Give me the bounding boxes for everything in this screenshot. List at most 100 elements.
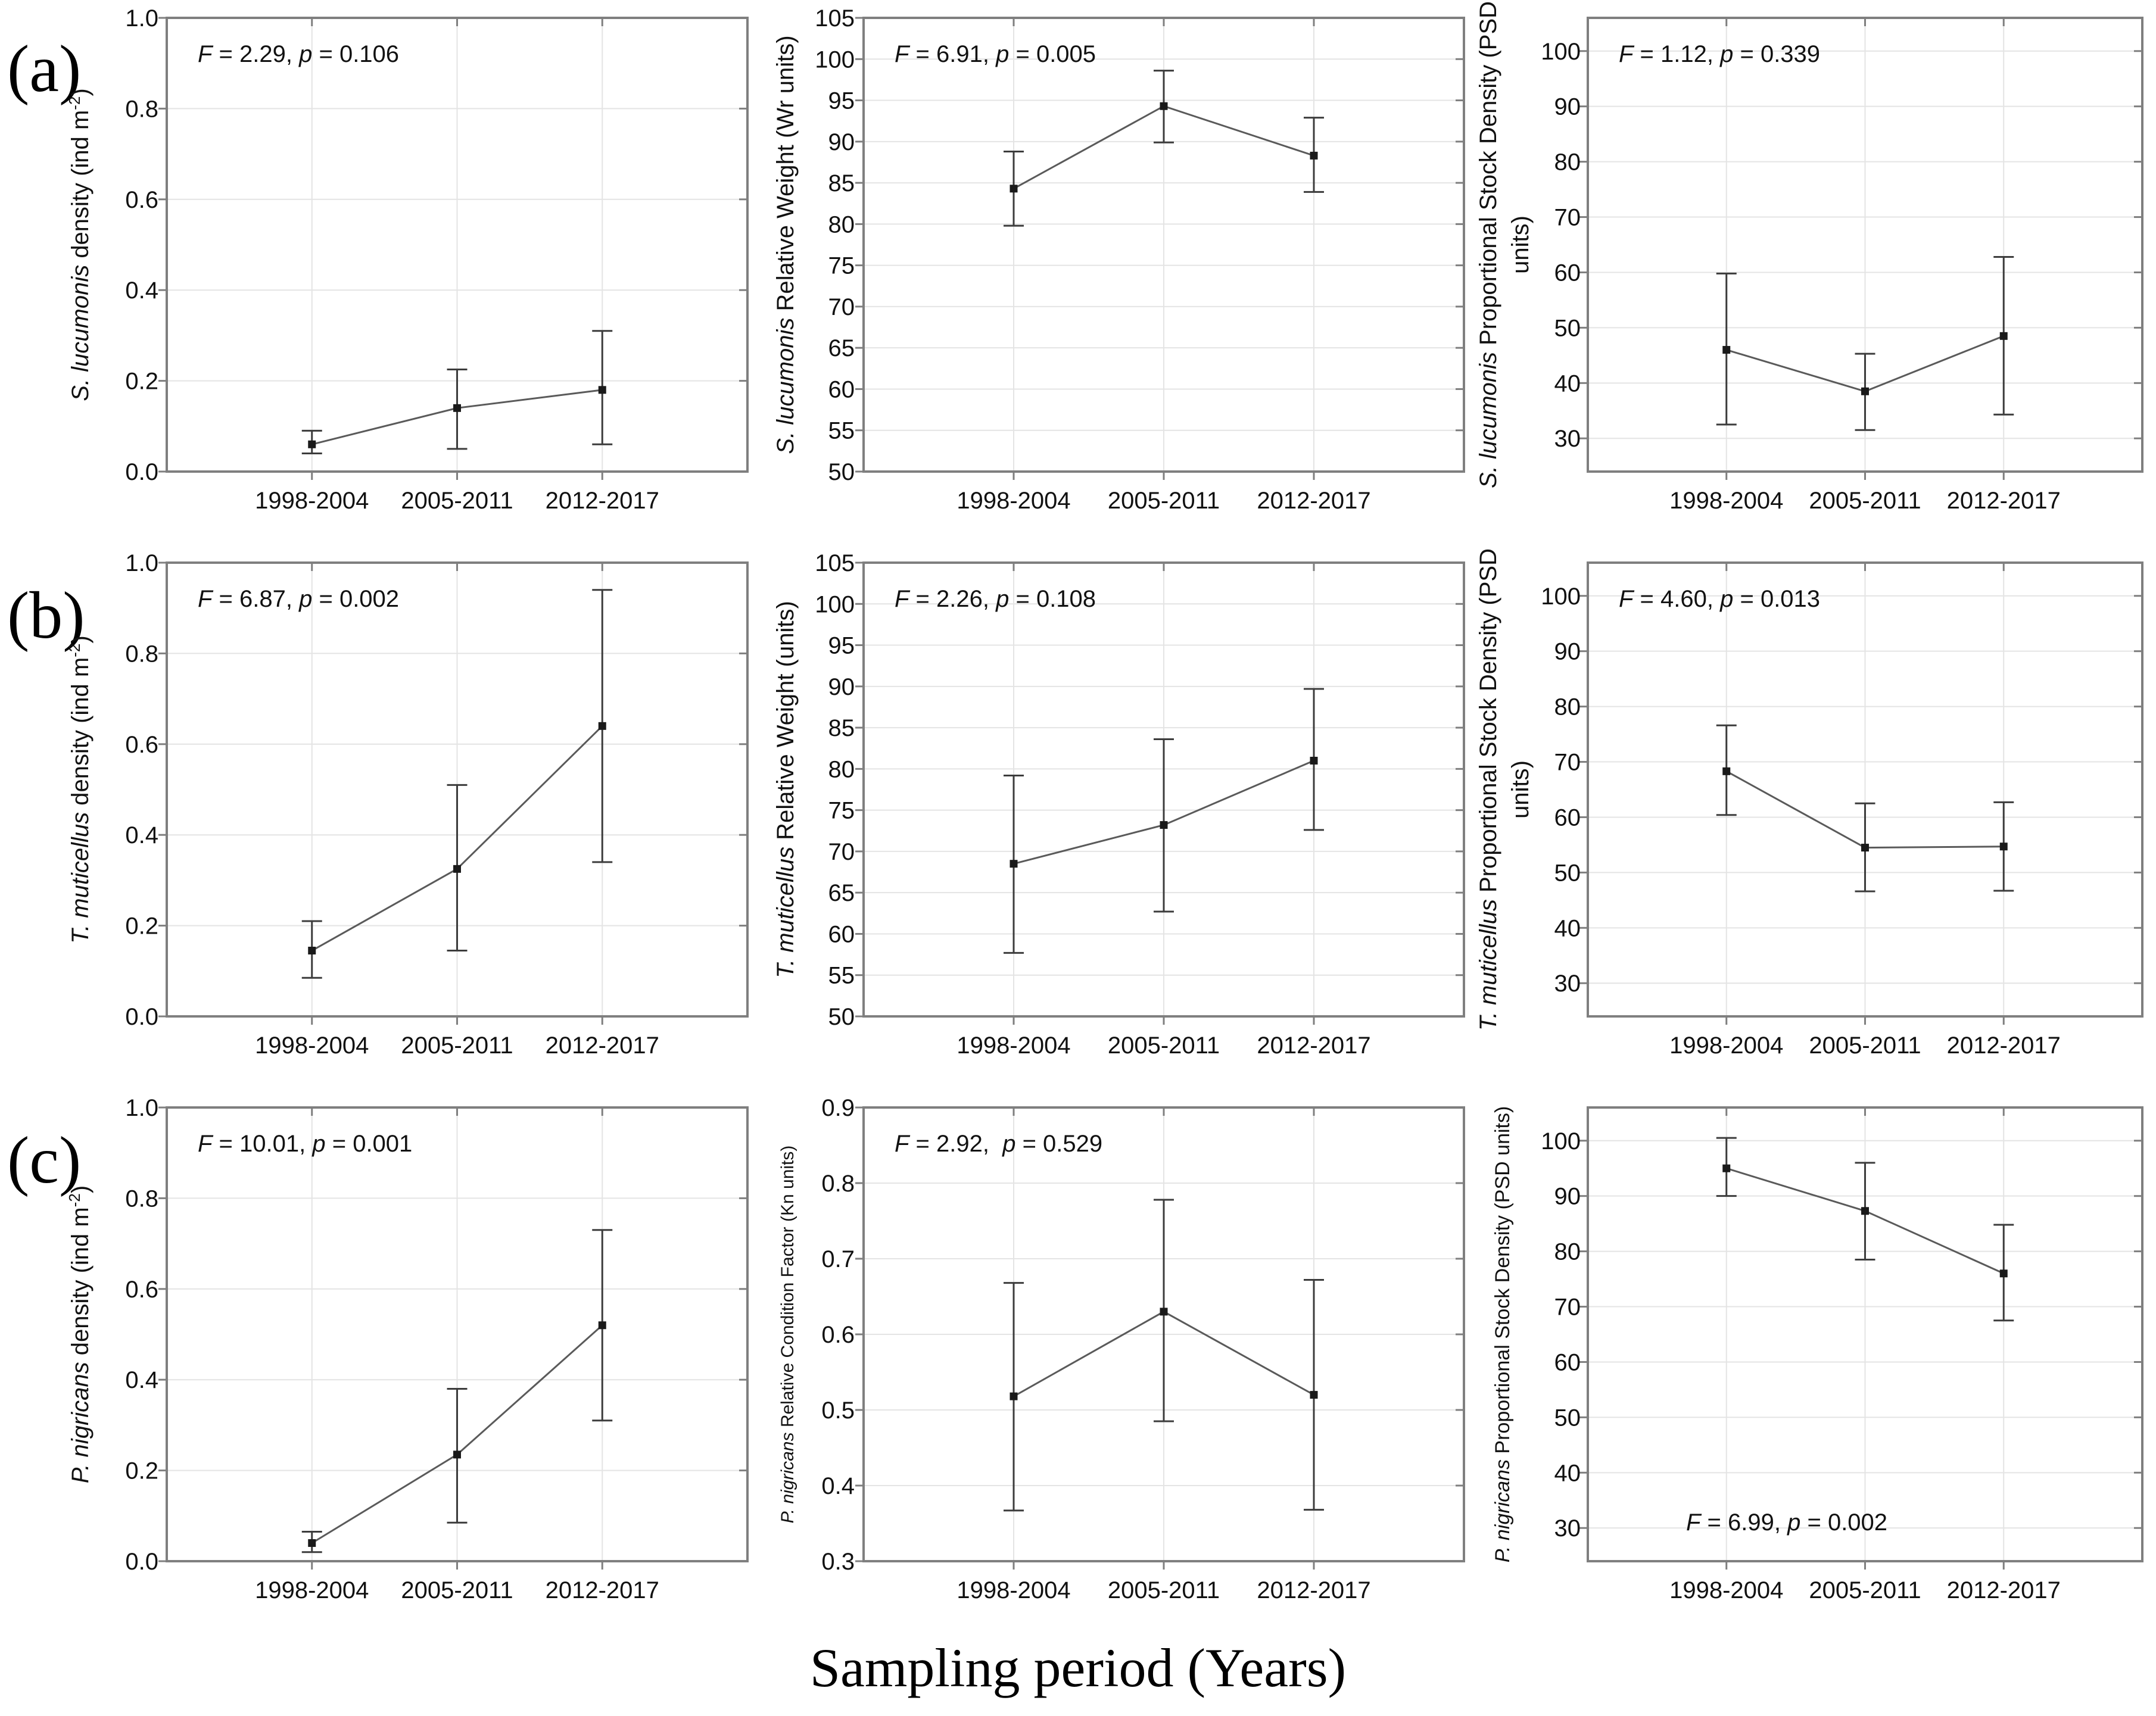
svg-text:85: 85 — [828, 170, 855, 196]
svg-text:100: 100 — [815, 591, 855, 617]
svg-text:85: 85 — [828, 715, 855, 741]
y-tick-labels: 0.3 0.4 0.5 0.6 0.7 0.8 0.9 — [821, 1095, 855, 1575]
svg-text:1998-2004: 1998-2004 — [957, 1577, 1070, 1603]
svg-text:100: 100 — [1541, 39, 1581, 65]
x-tick-labels: 1998-2004 2005-2011 2012-2017 — [255, 1032, 659, 1059]
svg-text:0.4: 0.4 — [125, 1367, 158, 1393]
svg-text:95: 95 — [828, 88, 855, 114]
svg-text:0.9: 0.9 — [821, 1095, 855, 1121]
svg-text:40: 40 — [1554, 1460, 1581, 1486]
f-p-annotation: F = 6.87, p = 0.002 — [198, 586, 399, 612]
chart-panel-b3: 30 40 50 60 70 80 90 100 1998-2004 2005-2011 2012-… — [1471, 545, 2156, 1084]
svg-text:50: 50 — [828, 1004, 855, 1030]
svg-text:90: 90 — [828, 674, 855, 700]
svg-text:40: 40 — [1554, 915, 1581, 941]
y-axis-title: S. lucumonis Relative Weight (Wr units) — [772, 35, 799, 454]
svg-text:100: 100 — [1541, 584, 1581, 610]
f-p-annotation: F = 6.99, p = 0.002 — [1686, 1509, 1887, 1536]
svg-text:50: 50 — [828, 459, 855, 485]
svg-text:30: 30 — [1554, 1515, 1581, 1542]
x-tick-labels: 1998-2004 2005-2011 2012-2017 — [255, 488, 659, 514]
svg-text:0.8: 0.8 — [125, 1185, 158, 1212]
chart-panel-b1: 0.0 0.2 0.4 0.6 0.8 1.0 1998-2004 2005-2011 2012… — [0, 545, 756, 1084]
svg-text:75: 75 — [828, 798, 855, 824]
svg-text:0.0: 0.0 — [125, 459, 158, 485]
y-axis-title: P. nigricans Relative Condition Factor (… — [778, 1146, 797, 1524]
svg-text:30: 30 — [1554, 971, 1581, 997]
svg-text:0.4: 0.4 — [821, 1473, 855, 1499]
svg-text:60: 60 — [828, 921, 855, 947]
y-axis-title: S. lucumonis Proportional Stock Density … — [1475, 1, 1501, 488]
y-tick-labels: 50 55 60 65 70 75 80 85 90 95 100 105 — [815, 550, 855, 1030]
f-p-annotation: F = 1.12, p = 0.339 — [1619, 41, 1820, 67]
chart-c1: 0.0 0.2 0.4 0.6 0.8 1.0 1998-2004 2005-2011 2012… — [66, 1095, 749, 1603]
svg-text:0.6: 0.6 — [821, 1322, 855, 1348]
svg-text:105: 105 — [815, 550, 855, 576]
svg-text:100: 100 — [1541, 1128, 1581, 1155]
svg-text:60: 60 — [828, 376, 855, 403]
svg-text:1998-2004: 1998-2004 — [1669, 1032, 1783, 1059]
svg-text:1.0: 1.0 — [125, 550, 158, 576]
f-p-annotation: F = 2.29, p = 0.106 — [198, 41, 399, 67]
x-tick-labels: 1998-2004 2005-2011 2012-2017 — [255, 1577, 659, 1603]
y-axis-title: T. muticellus Relative Weight (units) — [772, 601, 799, 978]
svg-text:1998-2004: 1998-2004 — [957, 488, 1070, 514]
svg-text:1998-2004: 1998-2004 — [957, 1032, 1070, 1059]
svg-text:60: 60 — [1554, 1349, 1581, 1375]
y-axis-title: T. muticellus Proportional Stock Density… — [1475, 548, 1501, 1031]
svg-text:80: 80 — [1554, 694, 1581, 720]
svg-text:2005-2011: 2005-2011 — [401, 1577, 513, 1603]
svg-text:2012-2017: 2012-2017 — [546, 1032, 659, 1059]
y-axis-title: P. nigricans Proportional Stock Density … — [1491, 1106, 1514, 1563]
y-tick-labels: 30 40 50 60 70 80 90 100 — [1541, 39, 1581, 452]
svg-text:60: 60 — [1554, 260, 1581, 286]
svg-text:1.0: 1.0 — [125, 5, 158, 32]
chart-panel-a1: 0.0 0.2 0.4 0.6 0.8 1.0 1998-2004 2005-2011 2012… — [0, 0, 756, 539]
svg-text:0.0: 0.0 — [125, 1549, 158, 1575]
svg-text:60: 60 — [1554, 804, 1581, 831]
gridlines — [1588, 563, 2142, 1016]
svg-text:2005-2011: 2005-2011 — [1809, 488, 1921, 514]
y-tick-labels: 0.0 0.2 0.4 0.6 0.8 1.0 — [125, 1095, 158, 1575]
svg-text:30: 30 — [1554, 426, 1581, 452]
tick-marks — [855, 561, 1464, 1025]
series-markers — [1722, 332, 2008, 395]
f-p-annotation: F = 2.26, p = 0.108 — [895, 586, 1096, 612]
svg-text:90: 90 — [828, 129, 855, 155]
y-tick-labels: 30 40 50 60 70 80 90 100 — [1541, 584, 1581, 997]
svg-text:2012-2017: 2012-2017 — [1947, 488, 2061, 514]
y-tick-labels: 0.0 0.2 0.4 0.6 0.8 1.0 — [125, 5, 158, 485]
x-tick-labels: 1998-2004 2005-2011 2012-2017 — [957, 1032, 1370, 1059]
svg-text:90: 90 — [1554, 1184, 1581, 1210]
y-tick-labels: 50 55 60 65 70 75 80 85 90 95 100 105 — [815, 5, 855, 485]
chart-panel-a3: 30 40 50 60 70 80 90 100 1998-2004 2005-2011 2012-… — [1471, 0, 2156, 539]
svg-text:80: 80 — [1554, 149, 1581, 176]
svg-text:70: 70 — [1554, 750, 1581, 776]
svg-text:90: 90 — [1554, 639, 1581, 665]
chart-a2: 50 55 60 65 70 75 80 85 90 95 100 105 1998-2004 2005-… — [772, 5, 1465, 514]
f-p-annotation: F = 4.60, p = 0.013 — [1619, 586, 1820, 612]
svg-text:75: 75 — [828, 253, 855, 279]
series-markers — [1010, 1308, 1318, 1400]
svg-text:1998-2004: 1998-2004 — [255, 1032, 369, 1059]
x-tick-labels: 1998-2004 2005-2011 2012-2017 — [1669, 1032, 2061, 1059]
svg-text:105: 105 — [815, 5, 855, 32]
y-axis-title-line2: units) — [1507, 216, 1534, 274]
tick-marks — [855, 1106, 1464, 1570]
gridlines — [864, 18, 1464, 472]
svg-text:0.4: 0.4 — [125, 277, 158, 304]
svg-text:80: 80 — [1554, 1239, 1581, 1265]
svg-text:65: 65 — [828, 335, 855, 361]
svg-text:70: 70 — [1554, 205, 1581, 231]
f-p-annotation: F = 2.92, p = 0.529 — [895, 1131, 1102, 1157]
svg-text:70: 70 — [828, 839, 855, 865]
svg-text:0.3: 0.3 — [821, 1549, 855, 1575]
y-axis-title: P. nigricans density (ind m-2) — [66, 1185, 94, 1483]
svg-text:1998-2004: 1998-2004 — [1669, 488, 1783, 514]
svg-text:2012-2017: 2012-2017 — [1257, 1032, 1370, 1059]
y-axis-title-line2: units) — [1507, 760, 1534, 819]
svg-text:0.0: 0.0 — [125, 1004, 158, 1030]
svg-text:2005-2011: 2005-2011 — [1809, 1577, 1921, 1603]
svg-text:0.8: 0.8 — [125, 96, 158, 122]
